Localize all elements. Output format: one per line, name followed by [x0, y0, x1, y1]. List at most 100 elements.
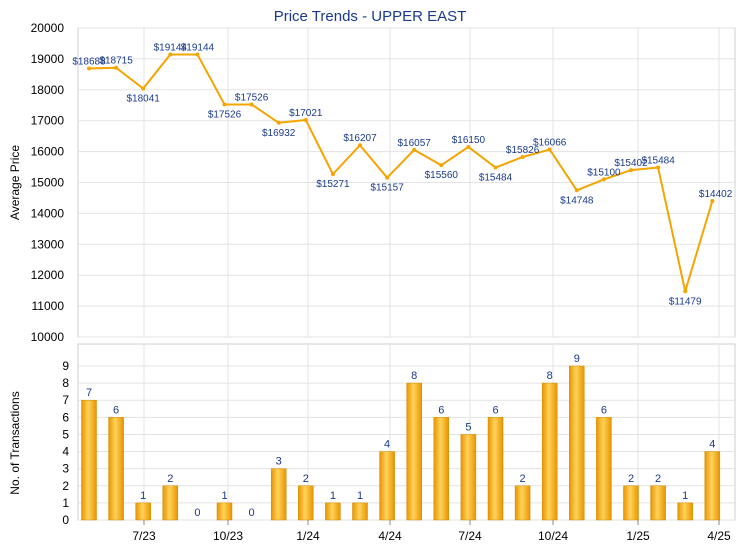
price-point: [439, 163, 444, 168]
transaction-bar: [433, 417, 450, 521]
price-data-label: $15271: [316, 179, 350, 190]
bar-value-label: 2: [520, 473, 526, 485]
y-tick-label: 9: [62, 359, 69, 373]
price-data-label: $17526: [208, 109, 242, 120]
price-point: [493, 165, 498, 170]
price-series-line: [88, 53, 714, 293]
bar-value-label: 1: [221, 490, 227, 502]
price-data-label: $15100: [587, 167, 621, 178]
y-axis-label: No. of Transactions: [8, 391, 22, 494]
y-tick-label: 7: [62, 393, 69, 407]
price-point: [303, 118, 308, 123]
price-data-label: $15560: [425, 170, 459, 181]
y-tick-label: 20000: [31, 21, 65, 35]
x-tick-label: 4/24: [378, 529, 402, 543]
bar-value-label: 1: [140, 490, 146, 502]
bar-value-label: 2: [303, 473, 309, 485]
y-tick-label: 12000: [31, 268, 65, 282]
bar-value-label: 7: [86, 387, 92, 399]
price-data-label: $15484: [641, 156, 675, 167]
transaction-bar: [108, 417, 124, 521]
bar-value-label: 2: [655, 473, 661, 485]
price-data-label: $11479: [669, 296, 702, 307]
transaction-bar: [704, 451, 721, 521]
price-point: [114, 65, 119, 70]
price-data-label: $16066: [533, 138, 567, 149]
transaction-bar: [325, 502, 341, 521]
price-point: [710, 198, 715, 203]
transaction-bar: [541, 382, 558, 521]
bar-value-label: 2: [167, 473, 173, 485]
price-point: [520, 154, 525, 159]
bar-value-label: 4: [709, 439, 715, 451]
transaction-bar: [406, 382, 422, 521]
x-tick-label: 4/25: [707, 529, 731, 543]
price-point: [656, 165, 661, 170]
bar-value-label: 8: [411, 370, 417, 382]
price-data-label: $15826: [506, 145, 540, 156]
price-point: [547, 147, 552, 152]
transaction-bar: [379, 451, 395, 521]
x-tick-label: 7/23: [132, 529, 156, 543]
y-tick-label: 11000: [32, 299, 65, 313]
bar-value-label: 1: [330, 490, 336, 502]
price-data-label: $16207: [343, 133, 377, 144]
transaction-bar: [352, 502, 368, 521]
transaction-bar: [650, 485, 666, 521]
price-point: [222, 102, 227, 107]
price-data-label: $18715: [99, 56, 133, 67]
transaction-bar: [514, 485, 531, 521]
price-point: [601, 177, 606, 182]
transaction-bar: [270, 468, 287, 521]
price-data-label: $17021: [289, 108, 323, 119]
bar-value-label: 1: [682, 490, 688, 502]
y-tick-label: 13000: [31, 237, 65, 251]
transaction-bar: [596, 417, 612, 521]
price-data-label: $16932: [262, 128, 296, 139]
price-point: [358, 143, 362, 148]
price-point: [385, 175, 390, 180]
price-data-label: $18041: [127, 94, 161, 105]
bar-value-label: 8: [547, 370, 553, 382]
bar-value-label: 6: [113, 404, 119, 416]
bar-value-label: 6: [601, 404, 607, 416]
price-data-label: $15402: [614, 158, 648, 169]
price-point: [168, 52, 173, 57]
y-tick-label: 19000: [31, 52, 65, 66]
price-data-label: $18688: [72, 57, 106, 68]
bar-value-label: 0: [194, 507, 200, 519]
transaction-bar: [487, 417, 504, 521]
price-point: [629, 168, 633, 173]
bar-value-label: 3: [276, 456, 282, 468]
price-data-label: $16057: [398, 138, 432, 149]
transaction-bar: [569, 365, 585, 521]
price-point: [574, 188, 579, 193]
bar-value-label: 0: [249, 507, 255, 519]
price-point: [330, 172, 335, 177]
price-point: [412, 147, 417, 152]
x-tick-label: 10/23: [213, 529, 243, 543]
transaction-bar: [135, 502, 151, 521]
y-tick-label: 17000: [31, 114, 65, 128]
bar-value-label: 2: [628, 473, 634, 485]
transaction-bar: [162, 485, 179, 521]
price-data-label: $16150: [452, 135, 486, 146]
y-tick-label: 4: [62, 445, 69, 459]
y-axis-label: Average Price: [8, 145, 22, 220]
y-tick-label: 18000: [31, 83, 65, 97]
price-point: [683, 289, 688, 294]
y-tick-label: 8: [62, 376, 69, 390]
x-tick-label: 1/24: [296, 529, 320, 543]
price-point: [276, 120, 281, 125]
x-tick-label: 7/24: [458, 529, 482, 543]
transaction-bar: [298, 485, 314, 521]
x-tick-label: 1/25: [626, 529, 650, 543]
y-tick-label: 10000: [31, 330, 65, 344]
chart-title: Price Trends - UPPER EAST: [274, 8, 467, 25]
price-data-label: $14402: [699, 189, 733, 200]
x-tick-label: 10/24: [538, 529, 568, 543]
y-tick-label: 6: [62, 410, 69, 424]
transaction-bar: [677, 502, 693, 521]
transaction-bar: [81, 399, 97, 521]
y-tick-label: 14000: [31, 206, 65, 220]
